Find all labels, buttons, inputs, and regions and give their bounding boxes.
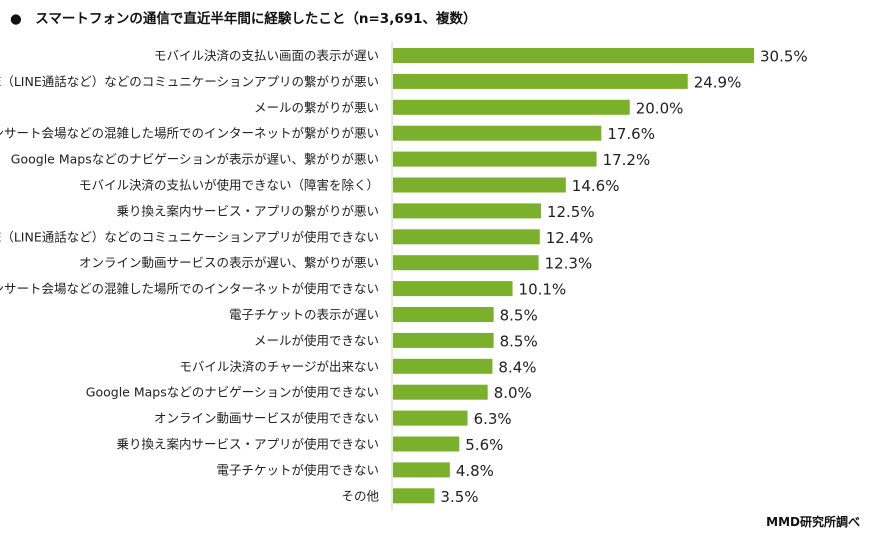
- category-label: コンサート会場などの混雑した場所でのインターネットが使用できない: [0, 281, 379, 296]
- bar: [393, 281, 513, 297]
- category-label: メールが使用できない: [254, 333, 379, 348]
- category-label: モバイル決済の支払いが使用できない（障害を除く）: [79, 178, 379, 193]
- data-label: 8.5%: [500, 332, 538, 350]
- bar: [393, 177, 566, 193]
- data-label: 17.2%: [603, 151, 651, 169]
- bar: [393, 384, 488, 400]
- bar: [393, 203, 541, 219]
- bar: [393, 229, 540, 245]
- bar: [393, 48, 754, 63]
- data-label: 17.6%: [607, 125, 655, 143]
- category-label: モバイル決済の支払い画面の表示が遅い: [154, 48, 379, 63]
- bar: [393, 436, 460, 452]
- category-label: モバイル決済のチャージが出来ない: [179, 359, 379, 374]
- category-label: オンライン動画サービスの表示が遅い、繋がりが悪い: [79, 255, 379, 270]
- bar: [393, 410, 468, 426]
- category-label: コンサート会場などの混雑した場所でのインターネットが繋がりが悪い: [0, 126, 379, 141]
- data-label: 8.5%: [500, 307, 538, 325]
- data-label: 5.6%: [465, 436, 503, 454]
- category-label: オンライン動画サービスが使用できない: [154, 411, 379, 426]
- bar: [393, 488, 435, 504]
- data-label: 8.0%: [494, 384, 532, 402]
- bar: [393, 99, 630, 115]
- data-label: 3.5%: [440, 488, 478, 506]
- category-label: LINE（LINE通話など）などのコミュニケーションアプリが使用できない: [0, 229, 379, 244]
- category-label: 乗り換え案内サービス・アプリが使用できない: [116, 437, 379, 452]
- data-label: 20.0%: [636, 99, 684, 117]
- data-label: 10.1%: [519, 281, 567, 299]
- bar: [393, 255, 539, 271]
- bar: [393, 73, 688, 89]
- bar: [393, 125, 602, 141]
- bar: [393, 151, 597, 167]
- category-label: Google Mapsなどのナビゲーションが使用できない: [86, 385, 379, 400]
- data-label: 12.4%: [546, 229, 594, 247]
- data-label: 24.9%: [694, 73, 742, 91]
- bar: [393, 332, 494, 348]
- data-label: 14.6%: [572, 177, 620, 195]
- category-label: 乗り換え案内サービス・アプリの繋がりが悪い: [116, 203, 379, 218]
- category-label: LINE（LINE通話など）などのコミュニケーションアプリの繋がりが悪い: [0, 74, 379, 89]
- bar: [393, 358, 493, 374]
- category-label: メールの繋がりが悪い: [254, 100, 379, 115]
- category-label: 電子チケットの表示が遅い: [229, 307, 379, 322]
- chart-title: ● スマートフォンの通信で直近半年間に経験したこと（n=3,691、複数）: [10, 11, 477, 27]
- data-label: 8.4%: [498, 358, 536, 376]
- data-label: 30.5%: [760, 48, 808, 66]
- bar: [393, 462, 450, 478]
- category-label: Google Mapsなどのナビゲーションが表示が遅い、繋がりが悪い: [11, 152, 379, 167]
- category-label: その他: [341, 488, 379, 503]
- bar: [393, 307, 494, 322]
- data-label: 6.3%: [474, 410, 512, 428]
- category-label: 電子チケットが使用できない: [216, 462, 379, 477]
- data-label: 4.8%: [456, 462, 494, 480]
- data-label: 12.5%: [547, 203, 595, 221]
- source-note: MMD研究所調べ: [766, 515, 860, 529]
- data-label: 12.3%: [545, 255, 593, 273]
